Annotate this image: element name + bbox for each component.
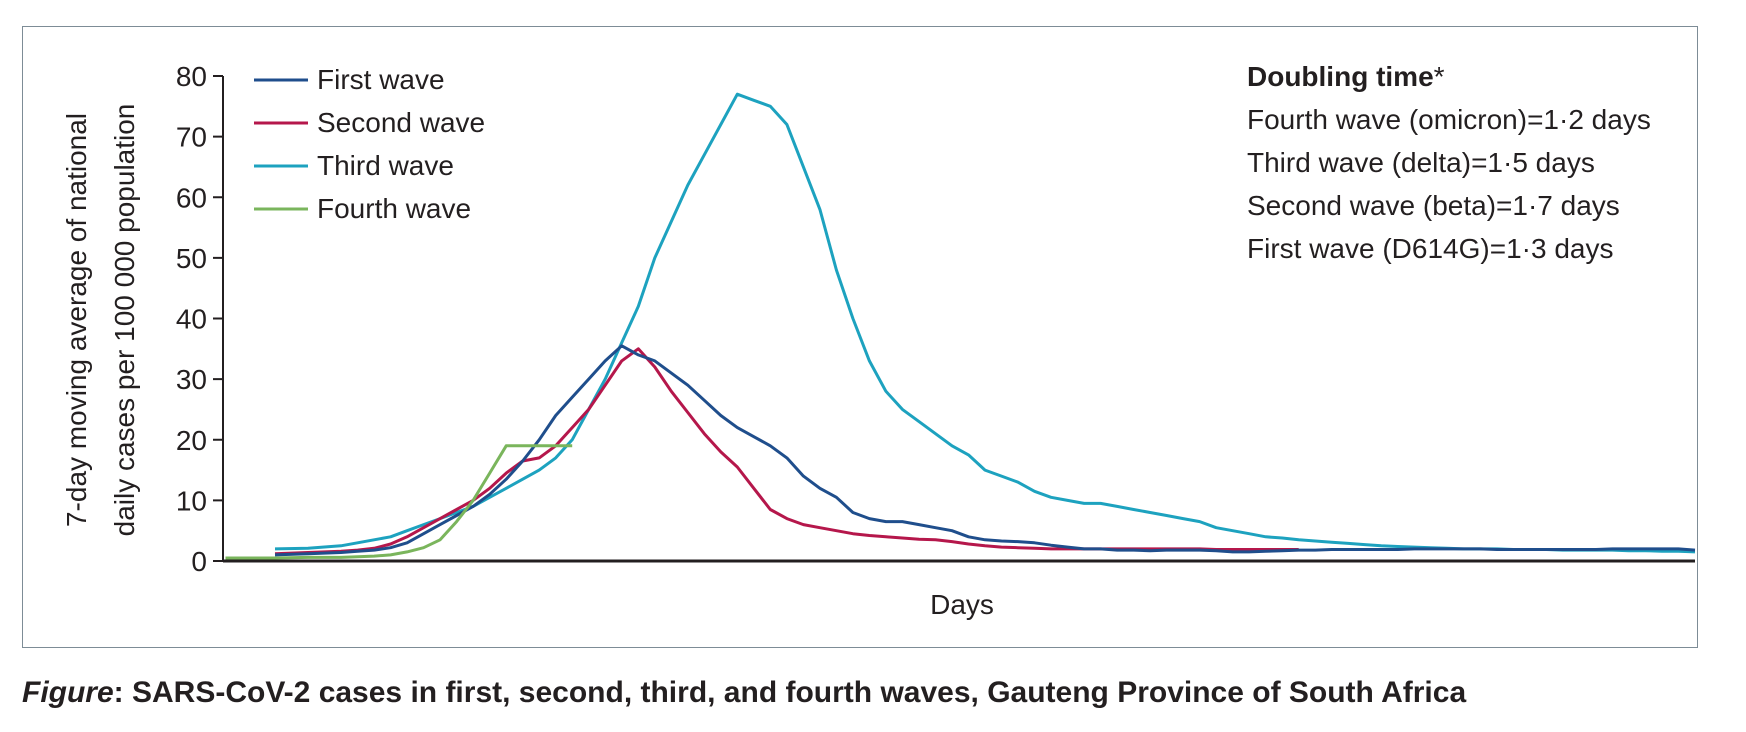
y-tick-label-70: 70 [176, 122, 207, 153]
series-line-fourth-wave [225, 444, 573, 560]
doubling-time-fourth-wave: Fourth wave (omicron)=1·2 days [1247, 104, 1651, 135]
y-tick-label-40: 40 [176, 304, 207, 335]
y-axis-title-line-1: 7-day moving average of national [61, 113, 92, 527]
series-lines [225, 92, 1696, 560]
legend-label-third-wave: Third wave [317, 150, 454, 181]
y-tick-label-80: 80 [176, 61, 207, 92]
chart-frame [22, 26, 1698, 648]
y-tick-label-30: 30 [176, 364, 207, 395]
doubling-time-annotation: Doubling time* Fourth wave (omicron)=1·2… [1247, 61, 1651, 264]
legend-label-second-wave: Second wave [317, 107, 485, 138]
y-ticks: 0 10 20 30 40 50 60 70 80 [176, 61, 223, 577]
y-tick-label-0: 0 [191, 546, 207, 577]
doubling-time-first-wave: First wave (D614G)=1·3 days [1247, 233, 1613, 264]
series-line-first-wave [274, 344, 1696, 557]
legend-label-fourth-wave: Fourth wave [317, 193, 471, 224]
figure-caption: Figure: SARS-CoV-2 cases in first, secon… [22, 676, 1466, 710]
y-tick-label-20: 20 [176, 425, 207, 456]
legend: First wave Second wave Third wave Fourth… [254, 64, 485, 224]
chart: 0 10 20 30 40 50 60 70 80 Days 7-day moving aver… [61, 61, 1696, 620]
x-axis-title: Days [930, 589, 994, 620]
figure-caption-lead: Figure [22, 676, 114, 709]
y-axis-title-line-2: daily cases per 100 000 population [109, 104, 140, 537]
doubling-time-title: Doubling time* [1247, 61, 1445, 92]
y-tick-label-60: 60 [176, 182, 207, 213]
figure-caption-text: : SARS-CoV-2 cases in first, second, thi… [113, 676, 1467, 709]
doubling-time-third-wave: Third wave (delta)=1·5 days [1247, 147, 1595, 178]
y-tick-label-10: 10 [176, 485, 207, 516]
legend-label-first-wave: First wave [317, 64, 445, 95]
y-tick-label-50: 50 [176, 243, 207, 274]
doubling-time-second-wave: Second wave (beta)=1·7 days [1247, 190, 1620, 221]
